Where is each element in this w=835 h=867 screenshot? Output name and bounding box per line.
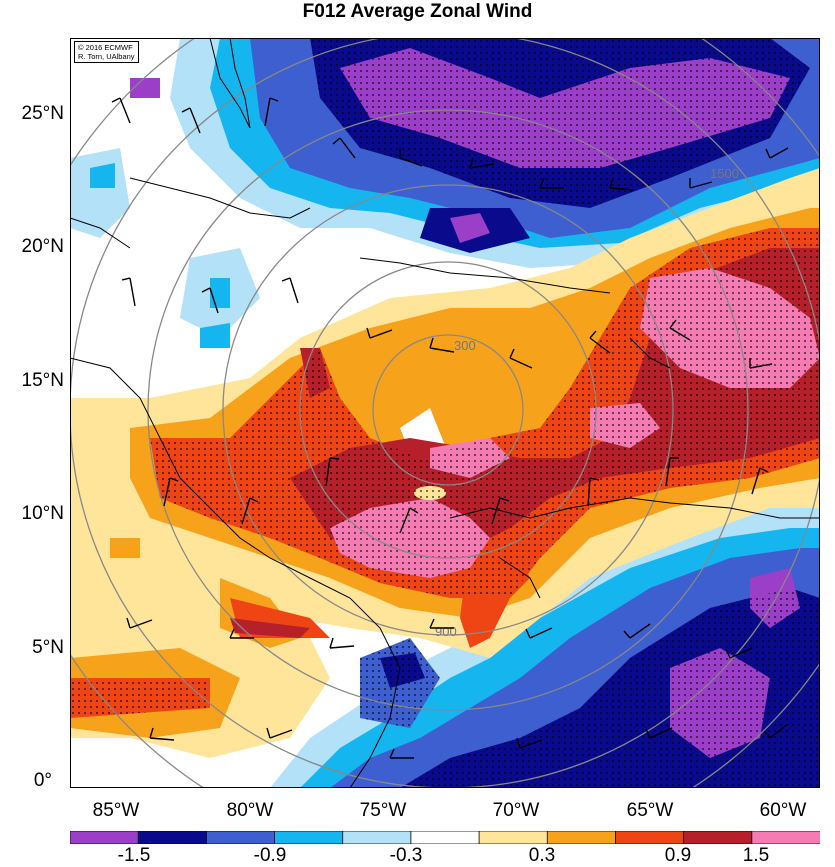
colorbar-swatch — [274, 831, 344, 844]
map-title: F012 Average Zonal Wind — [302, 1, 533, 22]
colorbar-swatch — [410, 831, 480, 844]
colorbar-label-neg0_3: -0.3 — [389, 845, 423, 866]
lat-label-0: 0° — [33, 770, 52, 791]
colorbar-swatch — [751, 831, 820, 844]
lon-label-85w: 85°W — [92, 800, 140, 821]
ring-label-300: 300 — [454, 338, 476, 353]
lon-label-70w: 70°W — [492, 800, 540, 821]
lat-label-5n: 5°N — [32, 637, 64, 658]
lat-label-15n: 15°N — [21, 370, 64, 391]
ring-label-1500: 1500 — [710, 166, 739, 181]
map-frame — [70, 38, 820, 788]
lat-label-25n: 25°N — [21, 103, 64, 124]
colorbar-swatch — [205, 831, 276, 844]
colorbar-label-0_9: 0.9 — [664, 845, 692, 866]
lon-label-80w: 80°W — [226, 800, 274, 821]
ring-label-900: 900 — [435, 624, 457, 639]
colorbar-swatch — [137, 831, 208, 844]
colorbar-swatch — [70, 831, 140, 844]
colorbar-label-0_3: 0.3 — [528, 845, 556, 866]
map-panel: 300 900 1500 — [70, 38, 820, 788]
range-rings — [70, 38, 820, 788]
lon-label-65w: 65°W — [626, 800, 674, 821]
coastlines — [70, 38, 820, 788]
colorbar-swatch — [615, 831, 685, 844]
wind-barbs — [111, 97, 789, 759]
colorbar — [70, 831, 820, 844]
colorbar-label-neg1_5: -1.5 — [117, 845, 151, 866]
colorbar-label-neg0_9: -0.9 — [253, 845, 287, 866]
colorbar-swatch — [546, 831, 617, 844]
colorbar-swatch — [683, 831, 753, 844]
map-plot: 300 900 1500 — [70, 38, 820, 788]
credit-line-1: © 2016 ECMWF — [78, 43, 133, 52]
lon-label-60w: 60°W — [759, 800, 807, 821]
colorbar-swatch — [478, 831, 549, 844]
colorbar-swatch — [342, 831, 412, 844]
colorbar-label-1_5: 1.5 — [742, 845, 770, 866]
lon-label-75w: 75°W — [359, 800, 407, 821]
stippling — [70, 38, 820, 788]
lat-label-10n: 10°N — [21, 503, 64, 524]
credit-line-2: R. Torn, UAlbany — [78, 52, 135, 61]
lat-label-20n: 20°N — [21, 236, 64, 257]
credit-box: © 2016 ECMWF R. Torn, UAlbany — [74, 41, 139, 63]
